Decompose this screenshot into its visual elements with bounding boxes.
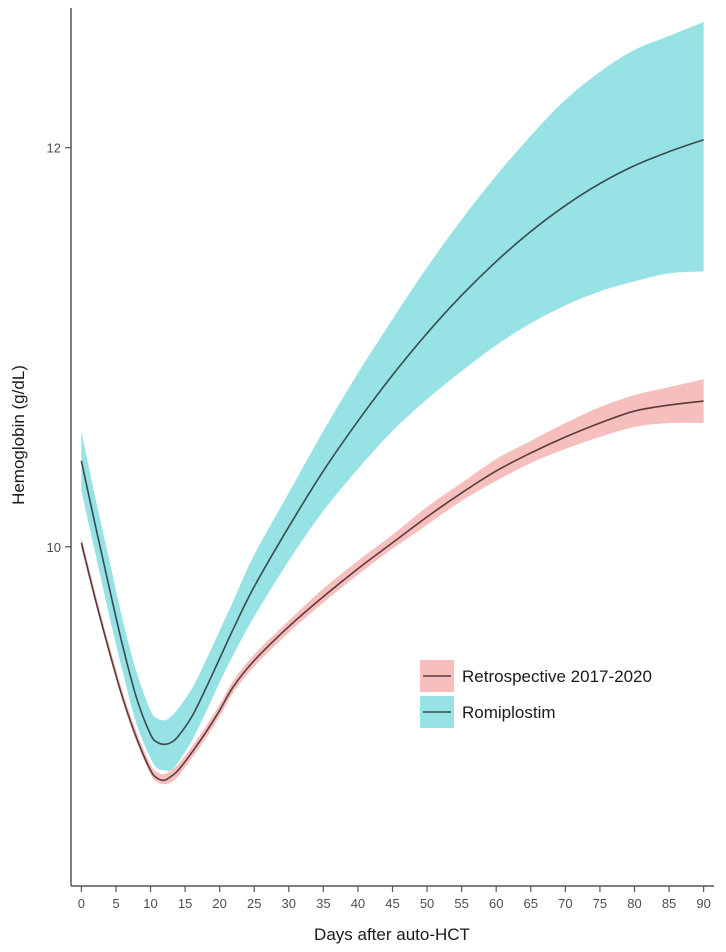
x-tick-label-50: 50 xyxy=(420,896,434,911)
x-axis-title: Days after auto-HCT xyxy=(314,925,470,944)
y-axis-title: Hemoglobin (g/dL) xyxy=(9,365,28,505)
x-tick-label-40: 40 xyxy=(351,896,365,911)
x-tick-label-45: 45 xyxy=(385,896,399,911)
x-tick-label-80: 80 xyxy=(627,896,641,911)
y-axis-ticks: 10 12 xyxy=(47,141,71,555)
legend-label-1: Romiplostim xyxy=(462,703,556,722)
x-tick-label-0: 0 xyxy=(78,896,85,911)
confidence-bands xyxy=(81,21,704,785)
x-tick-label-65: 65 xyxy=(524,896,538,911)
x-tick-label-55: 55 xyxy=(454,896,468,911)
legend: Retrospective 2017-2020 Romiplostim xyxy=(420,660,652,728)
x-tick-label-60: 60 xyxy=(489,896,503,911)
x-tick-label-90: 90 xyxy=(696,896,710,911)
band-retrospective-2017-2020 xyxy=(81,379,704,785)
x-tick-label-35: 35 xyxy=(316,896,330,911)
x-tick-label-30: 30 xyxy=(282,896,296,911)
x-tick-label-25: 25 xyxy=(247,896,261,911)
line-romiplostim xyxy=(80,138,704,746)
x-tick-label-15: 15 xyxy=(178,896,192,911)
x-tick-label-75: 75 xyxy=(593,896,607,911)
band-romiplostim xyxy=(81,21,704,771)
x-tick-label-5: 5 xyxy=(112,896,119,911)
y-tick-label-12: 12 xyxy=(47,141,61,156)
x-tick-label-70: 70 xyxy=(558,896,572,911)
series-lines xyxy=(80,138,704,782)
x-axis-ticks: 0 5 10 15 20 25 30 35 40 45 50 55 60 65 70 75 80 85 90 xyxy=(78,886,711,911)
x-tick-label-20: 20 xyxy=(212,896,226,911)
legend-label-0: Retrospective 2017-2020 xyxy=(462,667,652,686)
line-retrospective-2017-2020 xyxy=(80,400,704,782)
x-tick-label-85: 85 xyxy=(662,896,676,911)
x-tick-label-10: 10 xyxy=(143,896,157,911)
y-tick-label-10: 10 xyxy=(47,540,61,555)
